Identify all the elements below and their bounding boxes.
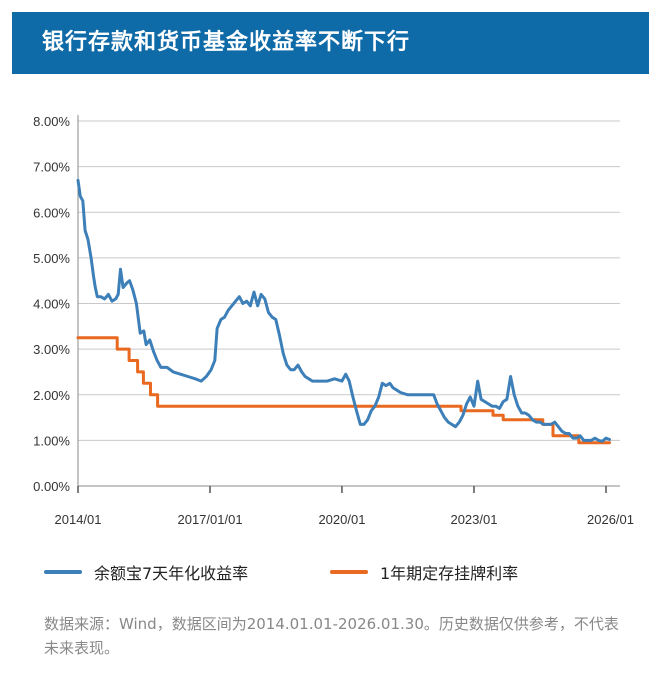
x-tick-label: 2020/01 bbox=[318, 512, 365, 527]
y-tick-label: 8.00% bbox=[33, 114, 70, 129]
series-line-deposit-rate bbox=[76, 336, 611, 445]
chart-header: 银行存款和货币基金收益率不断下行 bbox=[12, 12, 649, 74]
chart-title: 银行存款和货币基金收益率不断下行 bbox=[42, 30, 411, 55]
x-tick-label: 2014/01 bbox=[55, 512, 102, 527]
y-tick-label: 4.00% bbox=[33, 297, 70, 312]
y-tick-label: 2.00% bbox=[33, 388, 70, 403]
x-tick-label: 2023/01 bbox=[450, 512, 497, 527]
legend-item-yuebao: 余额宝7天年化收益率 bbox=[44, 560, 248, 584]
y-tick-label: 5.00% bbox=[33, 251, 70, 266]
y-tick-label: 0.00% bbox=[33, 479, 70, 494]
legend-swatch-yuebao bbox=[44, 570, 82, 574]
legend-item-deposit: 1年期定存挂牌利率 bbox=[330, 560, 518, 584]
line-chart: 0.00% 1.00% 2.00% 3.00% 4.00% 5.00% 6.00% 7.00%… bbox=[33, 114, 634, 527]
source-footnote: 数据来源：Wind，数据区间为2014.01.01-2026.01.30。历史数… bbox=[44, 615, 619, 657]
x-tick-label: 2026/01 bbox=[587, 512, 634, 527]
y-tick-label: 7.00% bbox=[33, 160, 70, 175]
legend-label-yuebao: 余额宝7天年化收益率 bbox=[94, 564, 249, 583]
y-tick-label: 3.00% bbox=[33, 342, 70, 357]
y-tick-label: 1.00% bbox=[33, 433, 70, 448]
legend-label-deposit: 1年期定存挂牌利率 bbox=[380, 564, 519, 583]
y-tick-label: 6.00% bbox=[33, 205, 70, 220]
legend-swatch-deposit bbox=[330, 570, 368, 574]
x-tick-label: 2017/01/01 bbox=[177, 512, 242, 527]
series-line-yuebao bbox=[76, 178, 611, 443]
